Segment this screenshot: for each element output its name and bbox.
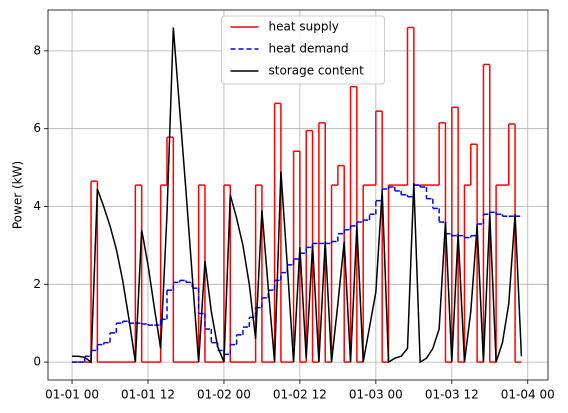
- y-tick-label: 6: [33, 121, 41, 135]
- x-tick-label: 01-02 12: [273, 388, 327, 402]
- line: [72, 27, 523, 364]
- y-tick-label: 0: [33, 355, 41, 369]
- x-tick-label: 01-04 00: [501, 388, 555, 402]
- legend-label: storage content: [269, 64, 365, 78]
- x-tick-label: 01-03 12: [425, 388, 479, 402]
- x-tick-label: 01-02 00: [197, 388, 251, 402]
- legend-box: [221, 15, 385, 85]
- y-tick-label: 2: [33, 277, 41, 291]
- legend-label: heat supply: [269, 20, 339, 34]
- y-tick-label: 4: [33, 199, 41, 213]
- y-axis-label: Power (kW): [11, 161, 25, 229]
- series: [72, 27, 523, 364]
- plot-frame: [47, 9, 549, 381]
- legend-label: heat demand: [269, 42, 349, 56]
- y-tick-label: 8: [33, 43, 41, 57]
- x-tick-label: 01-01 00: [45, 388, 99, 402]
- series: [72, 26, 522, 363]
- legend: heat supply heat demand storage content: [221, 15, 385, 85]
- x-tick-label: 01-01 12: [121, 388, 175, 402]
- series: [72, 184, 522, 363]
- x-tick-label: 01-03 00: [349, 388, 403, 402]
